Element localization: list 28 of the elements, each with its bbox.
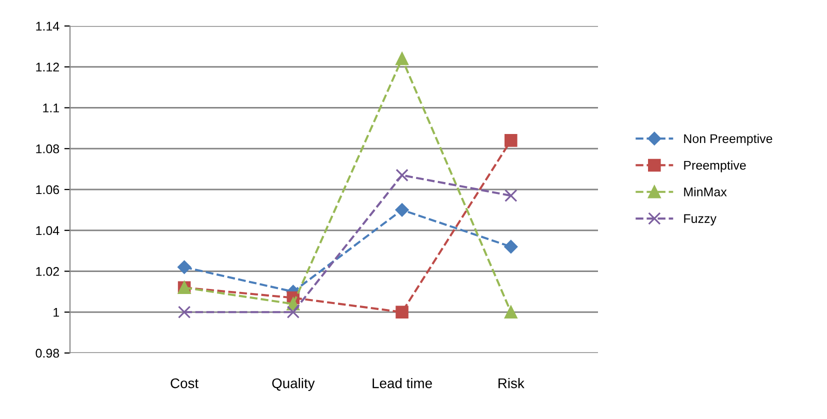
y-tick-label: 1.04: [36, 226, 60, 236]
legend-label: MinMax: [684, 187, 727, 196]
y-tick-label: 1.02: [36, 267, 59, 276]
y-tick-label: 0.98: [36, 348, 60, 358]
y-tick-label: 1: [54, 308, 59, 317]
legend-label: Non Preemptive: [684, 134, 772, 146]
point: [504, 240, 518, 254]
point: [286, 306, 300, 319]
point: [396, 168, 408, 182]
legend-label: Preemptive: [684, 160, 746, 172]
x-tick-label: Cost: [170, 378, 198, 388]
y-tick-label: 1.14: [36, 22, 60, 31]
point: [396, 306, 408, 319]
point: [504, 189, 518, 202]
y-tick-label: 1.06: [36, 185, 60, 194]
y-tick-label: 1.08: [36, 144, 60, 154]
x-tick-label: Quality: [272, 378, 315, 391]
point: [395, 203, 409, 217]
x-tick-label: Risk: [498, 378, 524, 388]
y-tick-label: 1.12: [36, 62, 59, 72]
point: [396, 52, 408, 66]
point: [178, 306, 191, 319]
legend-label: Fuzzy: [684, 214, 716, 226]
point: [504, 134, 518, 147]
y-tick-label: 1.1: [43, 104, 59, 112]
point: [178, 260, 192, 274]
point: [504, 306, 518, 319]
x-tick-label: Lead time: [372, 378, 432, 388]
